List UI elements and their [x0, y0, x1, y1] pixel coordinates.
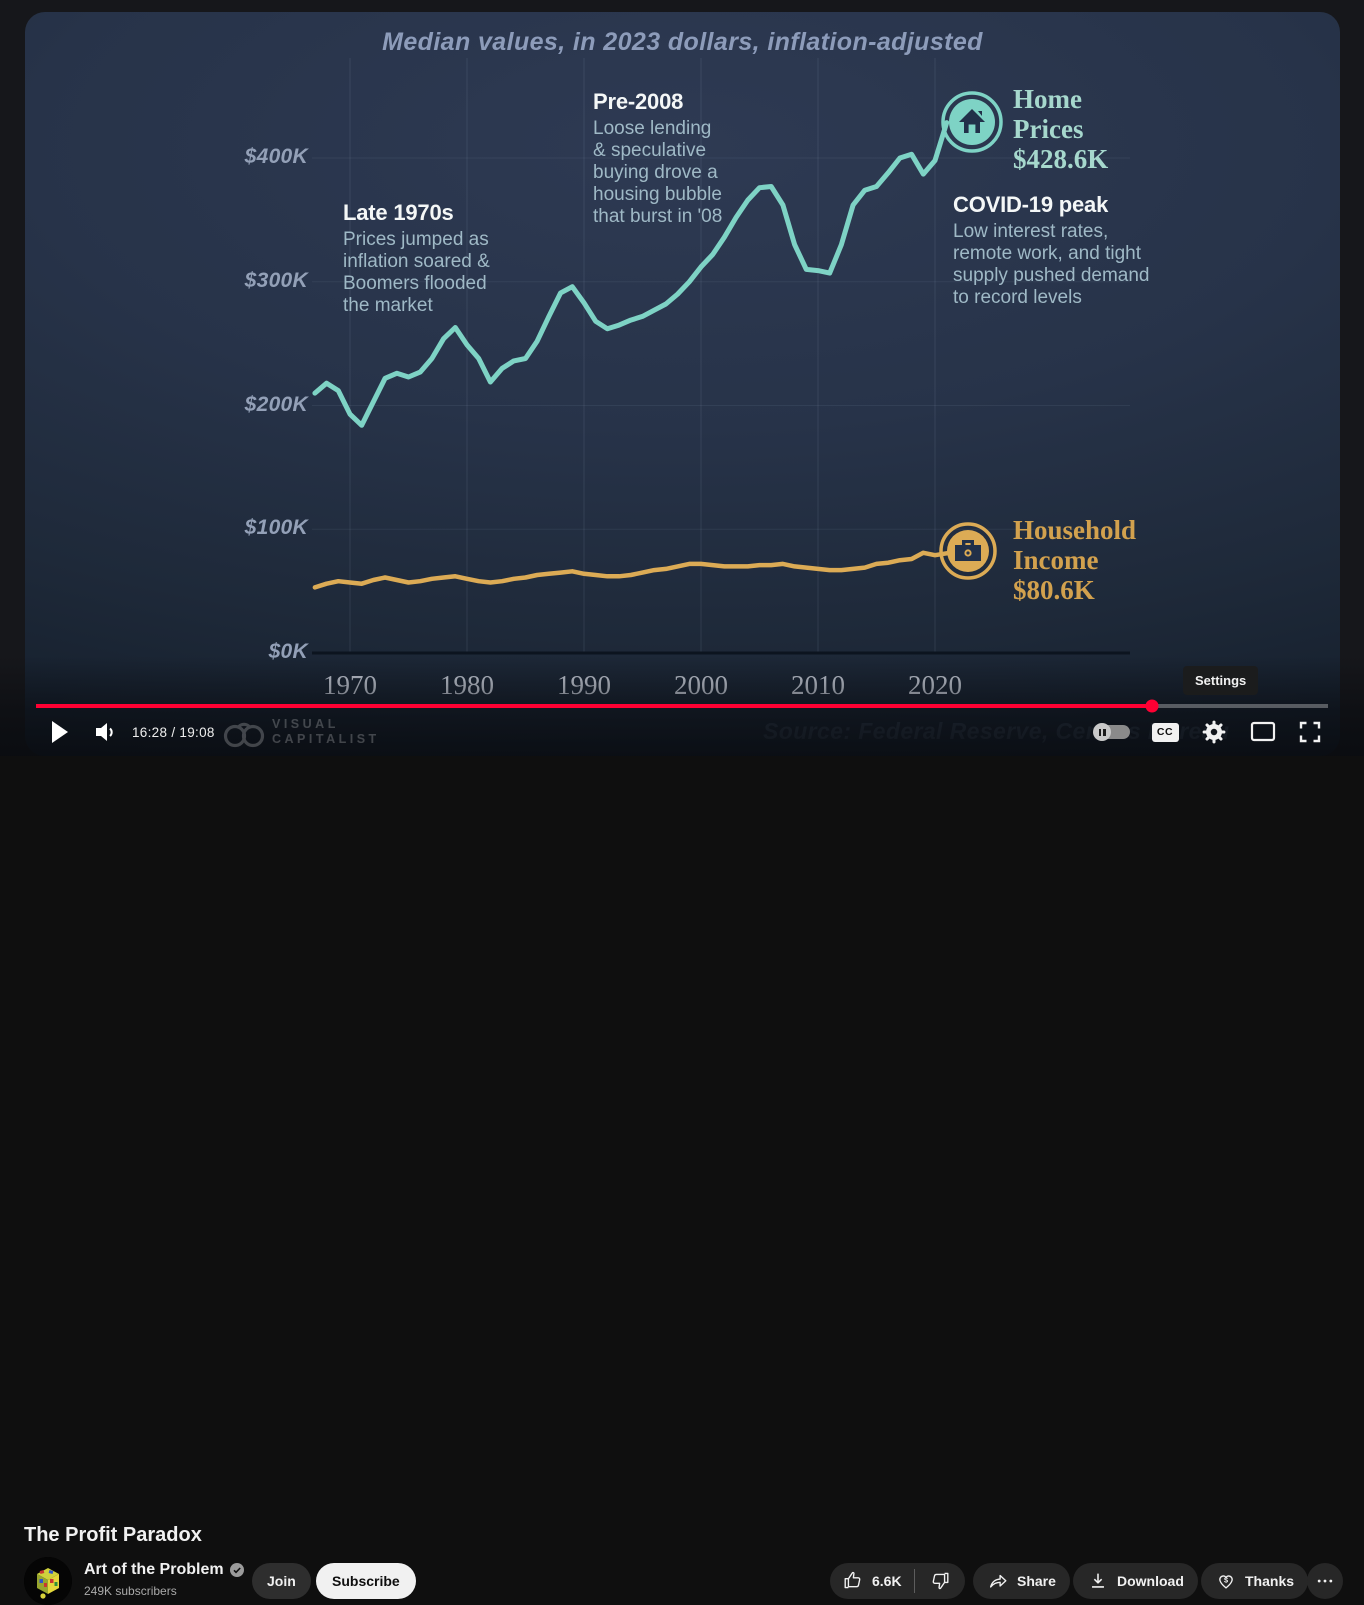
annotation-pre-2008: Pre-2008 Loose lending & speculative buy… [593, 89, 722, 228]
join-label: Join [267, 1573, 296, 1589]
more-actions-button[interactable] [1307, 1563, 1343, 1599]
volume-icon [96, 723, 113, 741]
chart-canvas [312, 58, 1130, 655]
video-title: The Profit Paradox [24, 1524, 202, 1546]
watermark-line2: CAPITALIST [272, 732, 380, 746]
thanks-button[interactable]: $ Thanks [1201, 1563, 1309, 1599]
channel-avatar[interactable] [24, 1557, 72, 1605]
subscriber-count: 249K subscribers [84, 1584, 177, 1598]
heart-dollar-icon: $ [1219, 1575, 1233, 1589]
join-button[interactable]: Join [252, 1563, 311, 1599]
channel-name[interactable]: Art of the Problem [84, 1561, 224, 1578]
thumbs-down-icon [932, 1572, 949, 1590]
channel-name-row[interactable]: Art of the Problem [84, 1561, 244, 1579]
series-line-0 [312, 120, 950, 428]
subscribe-button[interactable]: Subscribe [316, 1563, 416, 1599]
like-dislike-pill: 6.6K [830, 1563, 965, 1599]
briefcase-icon [939, 522, 997, 580]
miniplayer-button[interactable] [1248, 712, 1278, 752]
progress-scrubber[interactable] [1145, 699, 1159, 713]
annotation-title: Pre-2008 [593, 89, 684, 114]
more-dots-icon [1317, 1579, 1333, 1583]
y-axis-label: $400K [244, 145, 308, 168]
subtitles-button[interactable]: CC [1150, 712, 1180, 752]
autoplay-toggle[interactable] [1093, 712, 1133, 752]
video-player[interactable]: Median values, in 2023 dollars, inflatio… [0, 0, 1364, 756]
volume-button[interactable] [90, 712, 120, 752]
annotation-covid-peak: COVID-19 peak Low interest rates, remote… [953, 192, 1149, 309]
dislike-button[interactable] [915, 1563, 965, 1599]
annotation-title: COVID-19 peak [953, 192, 1109, 217]
play-icon [52, 721, 68, 743]
like-button[interactable]: 6.6K [830, 1563, 914, 1599]
channel-avatar-cube-icon [24, 1557, 72, 1605]
chart-title: Median values, in 2023 dollars, inflatio… [382, 28, 983, 56]
video-info-section: The Profit Paradox Art of the Problem [0, 756, 1364, 1605]
household-income-label: Household Income $80.6K [1013, 515, 1137, 605]
home-prices-label: Home Prices $428.6K [1013, 84, 1109, 174]
pause-icon [1093, 723, 1111, 741]
annotation-title: Late 1970s [343, 200, 454, 225]
y-axis-label: $300K [244, 268, 308, 292]
annotation-body: Loose lending & speculative buying drove… [593, 118, 723, 227]
verified-badge-icon [229, 1563, 244, 1577]
download-button[interactable]: Download [1073, 1563, 1198, 1599]
share-label: Share [1017, 1573, 1056, 1589]
fullscreen-icon [1299, 721, 1321, 743]
settings-button[interactable] [1200, 712, 1228, 752]
thumbs-up-icon [844, 1571, 861, 1589]
cc-icon: CC [1151, 722, 1179, 742]
time-display: 16:28 / 19:08 [132, 724, 215, 740]
autoplay-track [1093, 723, 1130, 741]
svg-text:$: $ [1224, 1575, 1228, 1584]
annotation-body: Low interest rates, remote work, and tig… [953, 221, 1150, 308]
miniplayer-icon [1250, 721, 1276, 742]
visualcapitalist-watermark: VISUAL CAPITALIST [272, 712, 392, 752]
share-button[interactable]: Share [973, 1563, 1070, 1599]
chart-panel: Median values, in 2023 dollars, inflatio… [25, 12, 1340, 756]
fullscreen-button[interactable] [1295, 712, 1325, 752]
subscribe-label: Subscribe [332, 1573, 400, 1589]
like-count: 6.6K [872, 1573, 902, 1589]
share-icon [989, 1574, 1007, 1588]
gear-icon [1202, 720, 1226, 744]
watermark-line1: VISUAL [272, 717, 339, 731]
download-icon [1092, 1573, 1104, 1588]
visualcapitalist-logo-icon [222, 712, 266, 752]
y-axis-label: $100K [244, 516, 308, 540]
annotation-late-1970s: Late 1970s Prices jumped as inflation so… [343, 200, 490, 317]
series-line-1 [312, 550, 949, 590]
play-button[interactable] [46, 712, 74, 752]
annotation-body: Prices jumped as inflation soared & Boom… [343, 229, 490, 316]
y-axis-label: $200K [244, 392, 308, 416]
house-icon [941, 91, 1003, 153]
thanks-label: Thanks [1245, 1573, 1295, 1589]
settings-tooltip: Settings [1183, 666, 1259, 695]
progress-bar[interactable] [36, 699, 1328, 713]
progress-played [36, 704, 1153, 708]
download-label: Download [1117, 1573, 1184, 1589]
